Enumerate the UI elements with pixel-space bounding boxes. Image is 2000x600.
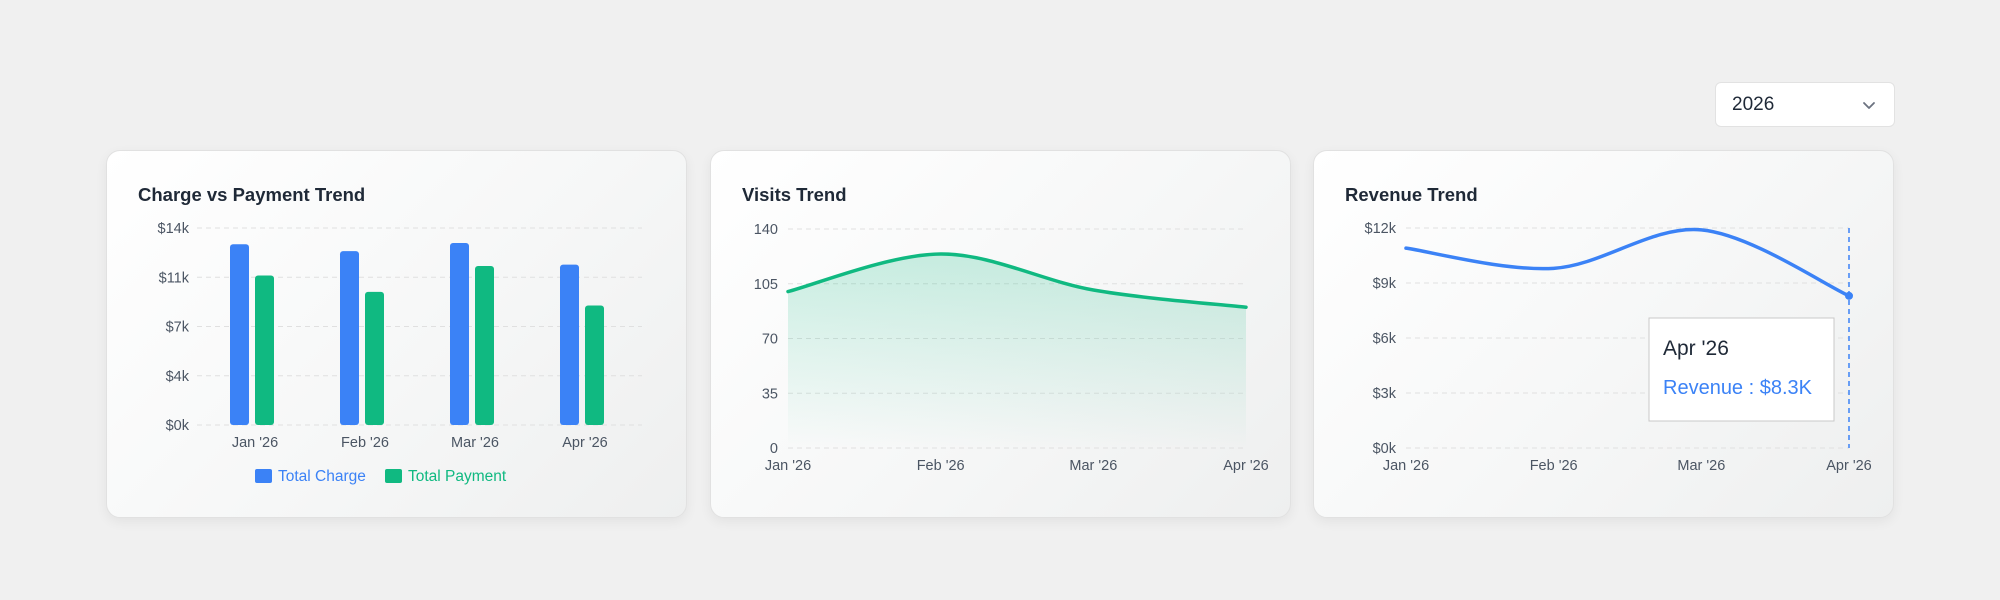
x-tick-label: Feb '26 [341,435,389,451]
bar-total-charge [450,242,469,425]
visits-area-fill [788,254,1246,448]
y-tick-label: 70 [762,332,778,348]
x-tick-label: Feb '26 [1530,458,1578,474]
legend-label: Total Payment [408,468,507,485]
bar-total-payment [365,291,384,425]
tooltip: Apr '26 Revenue : $8.3K [1648,317,1835,422]
x-tick-label: Jan '26 [1383,458,1429,474]
y-tick-label: 0 [770,441,778,457]
y-tick-label: $4k [166,369,190,385]
legend-swatch [385,469,402,483]
y-tick-label: 105 [754,277,778,293]
y-tick-label: $0k [166,418,190,434]
chevron-down-icon [1863,101,1875,109]
y-tick-label: 140 [754,222,778,238]
active-point [1845,291,1853,300]
bar-total-payment [585,305,604,425]
visits-trend-card: Visits Trend 0 35 70 105 140 Jan '26 Feb '26 Ma… [710,150,1291,518]
x-tick-label: Mar '26 [451,435,499,451]
revenue-trend-chart: $0k $3k $6k $9k $12k Jan '26 Feb '26 Mar '26 Apr… [1365,221,1872,474]
y-tick-label: $11k [159,270,190,286]
bar-total-charge [340,251,359,425]
x-tick-label: Apr '26 [1223,458,1269,474]
y-tick-label: $0k [1373,441,1397,457]
x-tick-label: Apr '26 [562,435,608,451]
x-tick-label: Mar '26 [1677,458,1725,474]
x-tick-label: Apr '26 [1826,458,1872,474]
y-tick-label: $6k [1373,331,1397,347]
legend-swatch [255,469,272,483]
y-tick-label: $9k [1373,276,1397,292]
x-tick-label: Feb '26 [917,458,965,474]
revenue-line [1404,227,1851,298]
x-tick-label: Jan '26 [765,458,811,474]
tooltip-box [1648,317,1835,422]
card-title: Visits Trend [742,184,847,205]
year-select-value: 2026 [1732,93,1775,115]
bar-total-payment [475,266,494,425]
bar-total-payment [255,275,274,425]
card-title: Charge vs Payment Trend [138,184,366,205]
bar-total-charge [560,264,579,425]
charge-vs-payment-card: Charge vs Payment Trend $0k $4k $7k $11k $14… [106,150,687,518]
year-select[interactable]: 2026 [1715,82,1895,127]
visits-trend-chart: 0 35 70 105 140 Jan '26 Feb '26 Mar '26 Apr '26 [754,222,1269,474]
y-tick-label: 35 [762,386,778,402]
tooltip-title: Apr '26 [1663,337,1729,360]
bar-total-charge [230,244,249,425]
card-title: Revenue Trend [1345,184,1478,205]
y-tick-label: $3k [1373,386,1397,402]
revenue-trend-card: Revenue Trend $0k $3k $6k $9k $12k Jan '26 Feb… [1313,150,1894,518]
y-tick-label: $14k [158,221,190,237]
x-tick-label: Jan '26 [232,435,278,451]
y-tick-label: $7k [166,320,190,336]
tooltip-value: Revenue : $8.3K [1663,377,1813,399]
charge-vs-payment-chart: $0k $4k $7k $11k $14k Jan '26 Feb '26 Mar '26 Ap… [158,221,642,485]
visits-line [786,252,1248,309]
x-tick-label: Mar '26 [1069,458,1117,474]
y-tick-label: $12k [1365,221,1397,237]
legend-label: Total Charge [278,468,366,485]
